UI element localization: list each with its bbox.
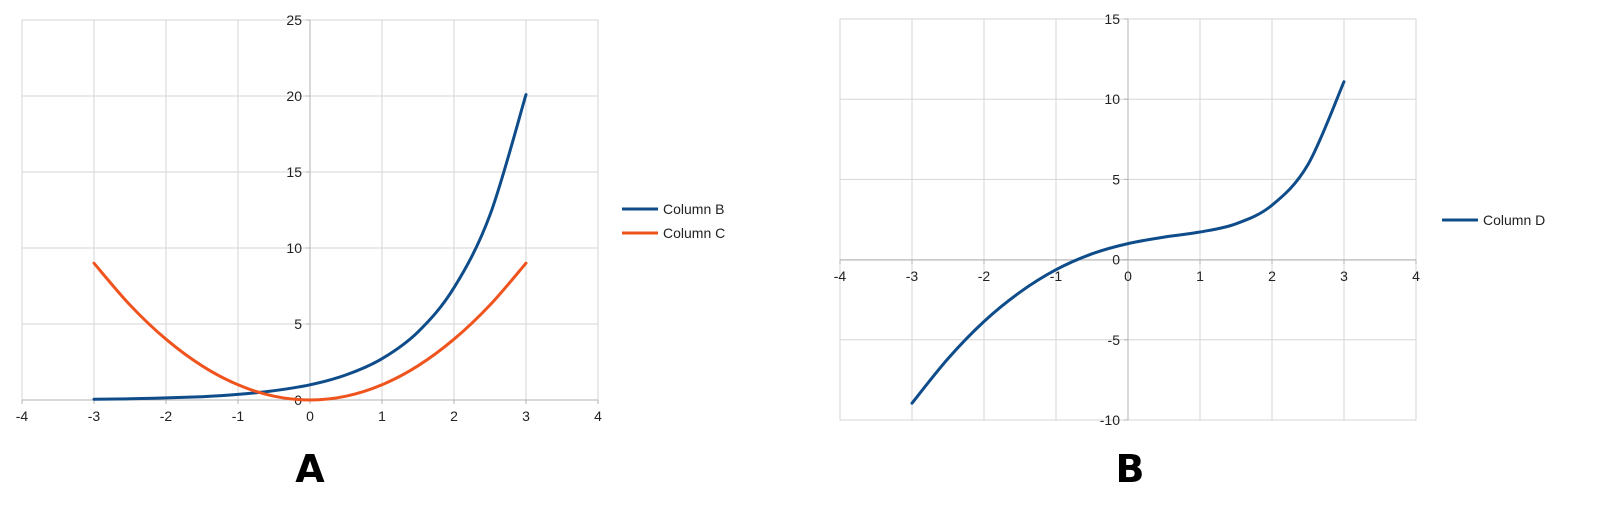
x-tick-label: 1 (378, 408, 386, 424)
x-tick-label: 1 (1196, 268, 1204, 284)
panel-label: A (295, 447, 325, 491)
x-tick-label: -3 (88, 408, 101, 424)
series-line-column-d (910, 80, 1346, 405)
x-tick-label: -2 (978, 268, 991, 284)
y-tick-label: 5 (1112, 171, 1120, 187)
x-tick-label: 2 (450, 408, 458, 424)
series-line-column-b (92, 93, 528, 401)
x-tick-label: 3 (1340, 268, 1348, 284)
y-tick-label: 15 (286, 164, 302, 180)
y-tick-label: 25 (286, 12, 302, 28)
x-tick-label: 2 (1268, 268, 1276, 284)
y-tick-label: 5 (294, 316, 302, 332)
legend-label: Column B (663, 201, 724, 217)
y-tick-label: 10 (1104, 91, 1120, 107)
x-tick-label: 3 (522, 408, 530, 424)
x-tick-label: -4 (16, 408, 29, 424)
y-tick-label: 10 (286, 240, 302, 256)
y-tick-label: 20 (286, 88, 302, 104)
legend-label: Column D (1483, 212, 1545, 228)
y-tick-label: -5 (1108, 332, 1121, 348)
panel-label: B (1116, 447, 1145, 491)
y-tick-label: -10 (1100, 412, 1120, 428)
y-tick-label: 0 (1112, 252, 1120, 268)
x-tick-label: 0 (1124, 268, 1132, 284)
x-tick-label: 4 (594, 408, 602, 424)
series-line-column-c (92, 261, 528, 402)
x-tick-label: -1 (232, 408, 245, 424)
x-tick-label: -2 (160, 408, 173, 424)
x-tick-label: 0 (306, 408, 314, 424)
x-tick-label: 4 (1412, 268, 1420, 284)
x-tick-label: -3 (906, 268, 919, 284)
x-tick-label: -4 (834, 268, 847, 284)
legend-label: Column C (663, 225, 725, 241)
y-tick-label: 15 (1104, 11, 1120, 27)
